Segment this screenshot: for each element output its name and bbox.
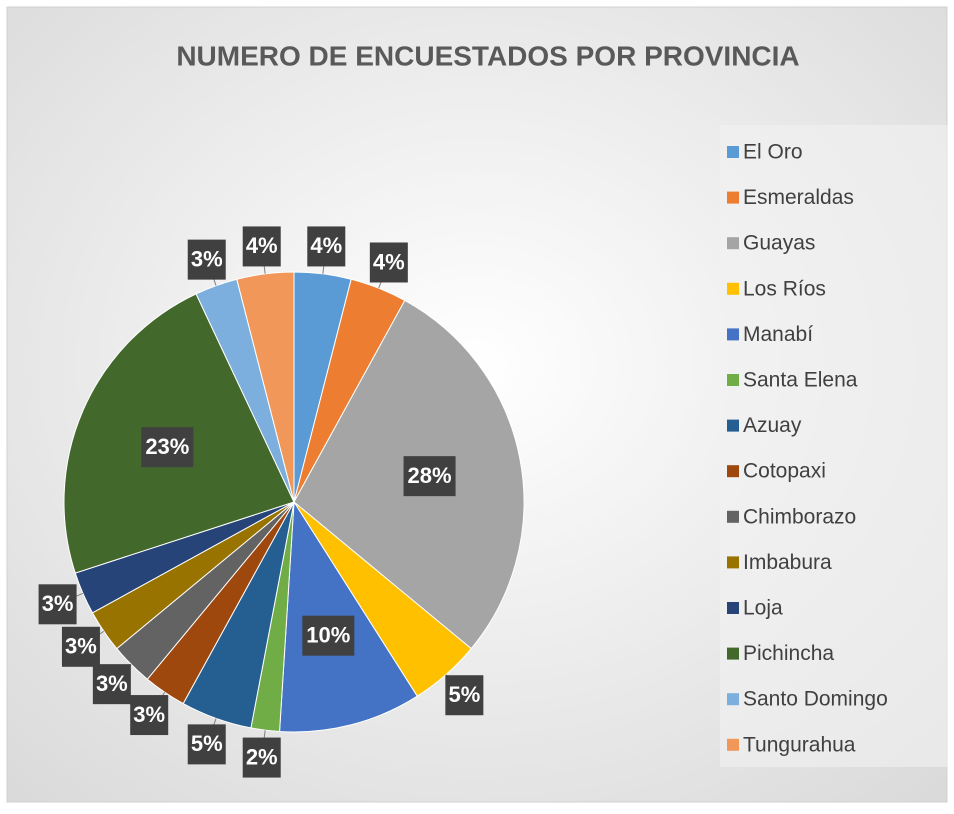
legend-label: Azuay <box>743 414 802 437</box>
legend-swatch <box>727 237 739 250</box>
legend-swatch <box>727 647 739 660</box>
data-label-box <box>445 675 484 716</box>
legend-label: Tungurahua <box>743 733 856 756</box>
data-label: 2% <box>246 744 278 769</box>
legend-swatch <box>727 191 739 204</box>
data-label-box <box>92 664 131 705</box>
legend-label: Santa Elena <box>743 369 858 392</box>
data-label: 5% <box>448 682 480 707</box>
legend-label: El Oro <box>743 141 803 164</box>
data-label: 3% <box>42 591 74 616</box>
legend-label: Loja <box>743 597 783 620</box>
legend-swatch <box>727 419 739 432</box>
data-label: 3% <box>65 634 97 659</box>
data-label: 28% <box>408 463 452 488</box>
data-label: 4% <box>310 233 342 258</box>
data-label-box <box>141 427 194 468</box>
data-label: 3% <box>96 671 128 696</box>
legend-swatch <box>727 602 739 614</box>
legend-label: Manabí <box>743 323 813 346</box>
data-label-box <box>38 584 77 625</box>
legend-label: Santo Domingo <box>743 688 888 711</box>
data-label-box <box>187 724 226 765</box>
data-label: 5% <box>191 731 223 756</box>
legend-swatch <box>727 282 739 295</box>
data-label-box <box>61 626 100 667</box>
legend-label: Guayas <box>743 232 815 255</box>
legend-swatch <box>727 510 739 523</box>
data-label: 4% <box>246 233 278 258</box>
legend-label: Los Ríos <box>743 277 826 300</box>
legend-swatch <box>727 693 739 706</box>
data-label-box <box>187 239 226 280</box>
legend-swatch <box>727 465 739 478</box>
data-label-box <box>242 226 281 267</box>
legend-swatch <box>727 738 739 751</box>
legend-swatch <box>727 328 739 341</box>
pie-slice <box>236 271 295 503</box>
chart-title: NUMERO DE ENCUESTADOS POR PROVINCIA <box>176 40 799 71</box>
legend-label: Chimborazo <box>743 505 856 528</box>
data-label-box <box>403 456 456 497</box>
data-label: 10% <box>306 622 350 647</box>
data-label: 3% <box>191 246 223 271</box>
legend-label: Cotopaxi <box>743 460 826 483</box>
data-label-box <box>369 242 408 283</box>
legend-label: Esmeraldas <box>743 186 854 209</box>
legend-box <box>720 125 948 767</box>
data-label-box <box>307 226 346 267</box>
legend-swatch <box>727 556 739 569</box>
data-label-box <box>242 737 281 778</box>
legend-label: Pichincha <box>743 642 834 665</box>
data-label-box <box>302 615 355 656</box>
legend-label: Imbabura <box>743 551 832 574</box>
legend-swatch <box>727 374 739 386</box>
data-label-box <box>130 695 169 736</box>
legend-swatch <box>727 146 739 158</box>
data-label: 3% <box>133 702 165 727</box>
data-label: 4% <box>373 249 405 274</box>
data-label: 23% <box>145 434 189 459</box>
